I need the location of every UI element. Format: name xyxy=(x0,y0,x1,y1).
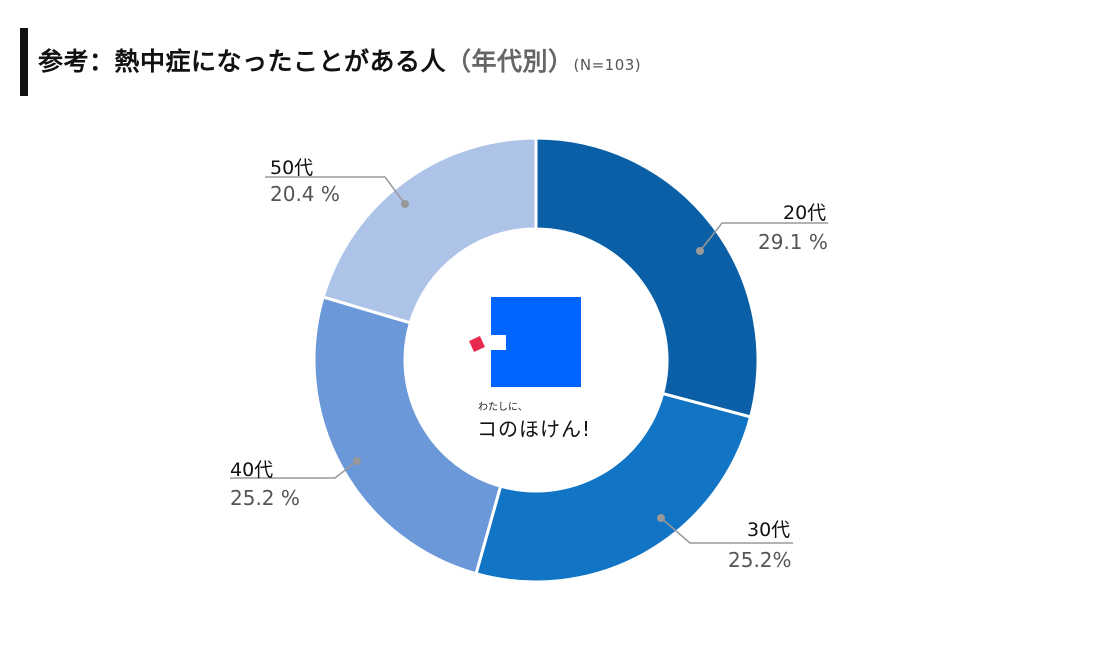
label-40s: 40代 xyxy=(230,459,274,481)
title-accent-bar xyxy=(20,28,28,96)
slice-20s xyxy=(534,136,760,419)
page-title: 参考：熱中症になったことがある人（年代別）(N=103) xyxy=(38,42,641,78)
label-50s: 50代 xyxy=(270,157,314,179)
leader-dot-40s xyxy=(353,457,361,465)
title-main: 参考：熱中症になったことがある人 xyxy=(38,47,447,76)
logo-tagline-large: コのほけん! xyxy=(477,417,592,441)
slice-50s xyxy=(321,136,538,325)
leader-line-50s xyxy=(265,176,406,205)
leader-dot-20s xyxy=(696,247,704,255)
pct-40s: 25.2 % xyxy=(230,486,300,510)
label-20s: 20代 xyxy=(783,202,827,224)
sample-size: (N=103) xyxy=(573,56,642,74)
logo-icon xyxy=(469,297,581,387)
label-30s: 30代 xyxy=(747,519,791,541)
pct-20s: 29.1 % xyxy=(758,230,828,254)
leader-dot-30s xyxy=(657,514,665,522)
leader-dot-50s xyxy=(401,200,409,208)
slice-40s xyxy=(312,295,503,576)
leader-line-40s xyxy=(230,460,358,479)
leader-line-20s xyxy=(699,222,828,252)
slice-30s xyxy=(474,391,753,584)
pct-30s: 25.2% xyxy=(728,548,792,572)
logo-tagline-small: わたしに、 xyxy=(478,402,528,413)
pct-50s: 20.4 % xyxy=(270,182,340,206)
title-sub: （年代別） xyxy=(446,47,574,76)
leader-line-30s xyxy=(660,517,793,544)
